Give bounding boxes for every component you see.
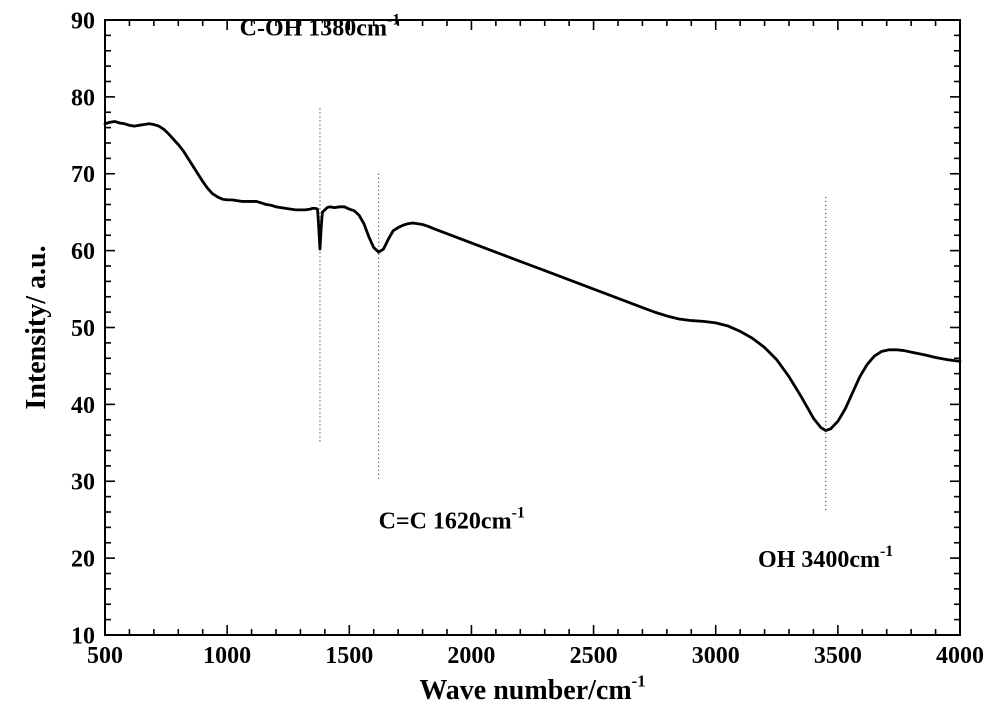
annotation-label-coh: C-OH 1380cm-1 — [240, 12, 401, 42]
x-tick-label: 2500 — [570, 643, 618, 669]
x-tick-label: 2000 — [447, 643, 495, 669]
chart-svg: 5001000150020002500300035004000102030405… — [0, 0, 1000, 709]
x-axis-title: Wave number/cm-1 — [419, 671, 645, 706]
annotation-label-oh: OH 3400cm-1 — [758, 543, 893, 573]
x-tick-label: 3500 — [814, 643, 862, 669]
x-tick-label: 4000 — [936, 643, 984, 669]
y-tick-label: 40 — [71, 393, 95, 419]
y-tick-label: 20 — [71, 547, 95, 573]
annotation-label-cc: C=C 1620cm-1 — [379, 505, 525, 535]
y-tick-label: 70 — [71, 162, 95, 188]
x-tick-label: 1500 — [325, 643, 373, 669]
y-tick-label: 80 — [71, 85, 95, 111]
y-tick-label: 60 — [71, 239, 95, 265]
y-axis-title: Intensity/ a.u. — [21, 245, 52, 409]
y-tick-label: 10 — [71, 623, 95, 649]
y-tick-label: 90 — [71, 8, 95, 34]
ir-spectrum-chart: 5001000150020002500300035004000102030405… — [0, 0, 1000, 709]
x-tick-label: 1000 — [203, 643, 251, 669]
y-tick-label: 30 — [71, 470, 95, 496]
x-tick-label: 3000 — [692, 643, 740, 669]
y-tick-label: 50 — [71, 316, 95, 342]
